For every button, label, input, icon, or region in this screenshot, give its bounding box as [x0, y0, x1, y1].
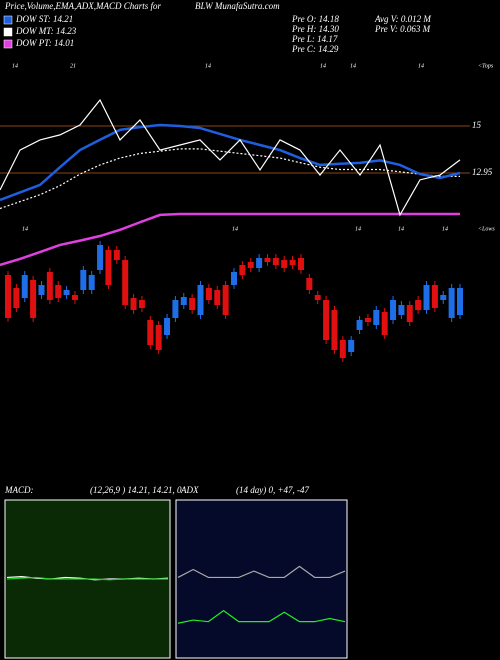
candle-body — [164, 318, 171, 335]
candle-body — [348, 340, 355, 352]
title-center: BLW MunafaSutra.com — [195, 1, 280, 11]
panel-title: MACD: — [4, 485, 34, 495]
candle-body — [30, 280, 37, 318]
candle-body — [55, 285, 62, 298]
candle-body — [21, 275, 28, 298]
candle-body — [97, 245, 104, 270]
candle-body — [281, 260, 288, 268]
candle-body — [331, 310, 338, 350]
candle-body — [189, 298, 196, 310]
series-line — [0, 148, 460, 210]
date-label: 14 — [398, 225, 404, 232]
y-tick-label: 15 — [472, 120, 482, 130]
candle-body — [205, 288, 212, 300]
candle-body — [431, 285, 438, 308]
candle-body — [38, 285, 45, 295]
date-label: 14 — [232, 225, 238, 232]
candle-body — [239, 265, 246, 275]
candle-body — [457, 288, 463, 315]
candle-body — [356, 320, 363, 330]
candle-body — [80, 270, 87, 290]
series-line — [177, 609, 346, 624]
candle-body — [398, 305, 405, 315]
y-tick-label: 12.95 — [472, 167, 493, 177]
candle-body — [448, 288, 455, 318]
candle-body — [264, 258, 271, 262]
candle-body — [323, 300, 330, 340]
legend-label: DOW PT: 14.01 — [15, 38, 74, 48]
date-label: 14 — [418, 62, 424, 69]
date-label: 14 — [442, 225, 448, 232]
date-label: 14 — [320, 62, 326, 69]
candle-body — [122, 260, 129, 305]
panel-subtitle: (14 day) 0, +47, -47 — [236, 485, 310, 495]
date-label: 14 — [22, 225, 28, 232]
date-label: 14 — [355, 225, 361, 232]
candle-body — [197, 285, 204, 315]
candle-body — [172, 300, 179, 318]
candle-body — [256, 258, 263, 268]
legend-swatch — [3, 39, 13, 49]
series-line — [0, 123, 461, 202]
candle-body — [155, 325, 162, 350]
candle-body — [88, 275, 95, 290]
stat: Pre L: 14.17 — [291, 34, 338, 44]
candle-body — [46, 272, 53, 300]
series-line — [6, 576, 168, 581]
candle-body — [5, 275, 11, 318]
candle-body — [406, 305, 413, 322]
candle-body — [231, 272, 237, 285]
candle-body — [423, 285, 430, 310]
candle-body — [105, 250, 112, 285]
candle-body — [130, 298, 137, 310]
candle-body — [147, 320, 154, 345]
candle-body — [297, 258, 304, 270]
candle-body — [289, 260, 296, 265]
candle-body — [306, 278, 313, 290]
candle-body — [180, 297, 187, 305]
date-label: 14 — [12, 62, 18, 69]
candle-body — [415, 300, 422, 310]
legend-swatch — [3, 27, 13, 37]
series-line — [0, 98, 461, 217]
series-line — [177, 565, 346, 579]
candle-body — [138, 300, 145, 308]
stat: Avg V: 0.012 M — [374, 14, 431, 24]
panel-subtitle: (12,26,9 ) 14.21, 14.21, 0 — [90, 485, 182, 495]
candle-body — [272, 258, 279, 265]
date-label: 14 — [205, 62, 211, 69]
candle-body — [364, 318, 371, 322]
stat: Pre H: 14.30 — [291, 24, 339, 34]
candle-body — [314, 295, 321, 300]
date-label: 14 — [350, 62, 356, 69]
candle-body — [222, 285, 229, 315]
lows-label: <Lows — [478, 226, 495, 232]
legend-label: DOW ST: 14.21 — [15, 14, 73, 24]
candle-body — [71, 295, 78, 300]
candle-body — [381, 312, 388, 335]
panel-background — [175, 499, 348, 659]
candle-body — [214, 290, 221, 305]
candle-body — [13, 288, 20, 308]
candle-body — [339, 340, 346, 358]
legend-label: DOW MT: 14.23 — [15, 26, 77, 36]
stat: Pre C: 14.29 — [291, 44, 339, 54]
candle-body — [63, 290, 70, 295]
candle-body — [113, 250, 120, 260]
stat: Pre O: 14.18 — [291, 14, 339, 24]
stat: Pre V: 0.063 M — [374, 24, 431, 34]
tops-label: <Tops — [478, 63, 494, 69]
candle-body — [390, 300, 397, 320]
panel-title: ADX — [180, 485, 199, 495]
legend-swatch — [3, 15, 13, 25]
candle-body — [440, 295, 447, 300]
date-label: 21 — [70, 63, 76, 69]
series-line — [0, 212, 460, 267]
candle-body — [247, 262, 254, 268]
title-left: Price,Volume,EMA,ADX,MACD Charts for — [4, 1, 161, 11]
candle-body — [373, 310, 380, 325]
